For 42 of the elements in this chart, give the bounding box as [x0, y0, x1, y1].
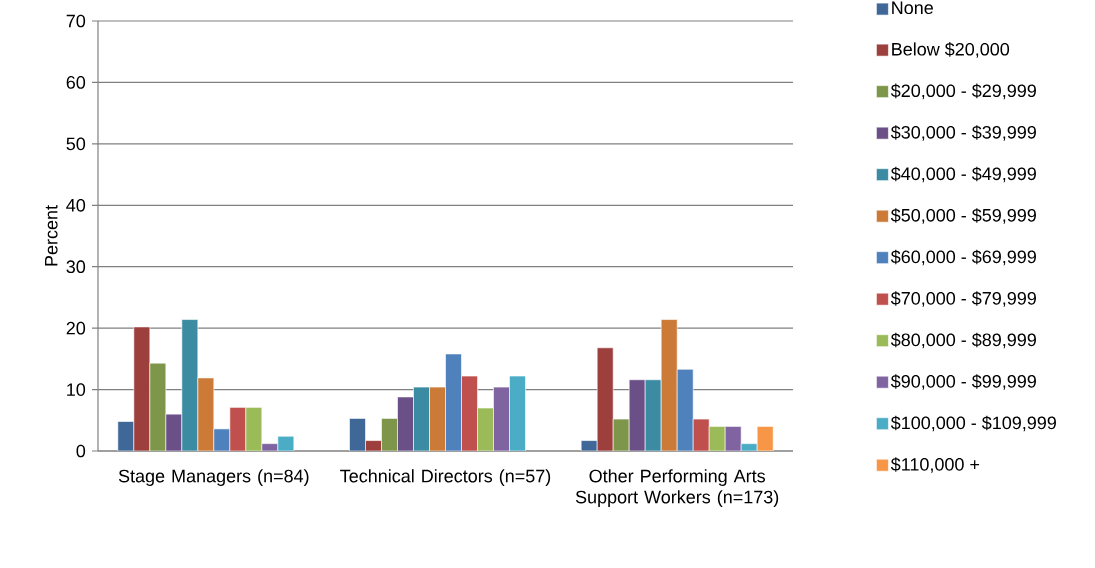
bar — [413, 386, 430, 451]
bar — [445, 353, 462, 451]
legend-label: None — [892, 1, 933, 15]
legend-label: $60,000 - $69,999 — [890, 249, 1036, 266]
legend-label: $70,000 - $79,999 — [890, 291, 1036, 307]
y-axis-title: Percent — [45, 205, 58, 266]
bar — [197, 377, 214, 451]
x-tick-label: Technical Directors (n=57) — [340, 469, 551, 486]
bar — [660, 319, 678, 451]
y-tick-label: 10 — [67, 383, 86, 396]
legend-label: $100,000 - $109,999 — [890, 415, 1056, 432]
bar — [676, 369, 694, 451]
legend-label: Below $20,000 — [892, 42, 1010, 58]
y-tick-label: 50 — [66, 137, 86, 151]
bar — [644, 379, 662, 451]
y-tick-label: 60 — [66, 76, 86, 89]
y-tick-label: 0 — [76, 444, 86, 458]
bar — [397, 396, 414, 451]
legend-label: $110,000 + — [890, 457, 980, 473]
bar — [245, 407, 262, 451]
bar — [229, 407, 246, 451]
legend-label: $80,000 - $89,999 — [890, 332, 1036, 349]
legend-label: $20,000 - $29,999 — [890, 83, 1036, 100]
bar — [596, 347, 614, 451]
y-tick-label: 40 — [66, 198, 86, 212]
legend-label: $30,000 - $39,999 — [890, 125, 1036, 141]
bar — [509, 375, 526, 451]
legend-label: $40,000 - $49,999 — [890, 166, 1036, 183]
bar — [181, 319, 198, 451]
legend-label: $50,000 - $59,999 — [890, 208, 1036, 224]
x-tick-label: Stage Managers (n=84) — [118, 469, 309, 486]
y-tick-label: 30 — [66, 260, 86, 274]
legend-label: $90,000 - $99,999 — [890, 374, 1036, 390]
bar — [628, 379, 646, 451]
bar — [429, 386, 446, 451]
y-tick-label: 20 — [66, 321, 86, 335]
y-tick-label: 70 — [66, 14, 86, 28]
bar — [133, 326, 150, 451]
x-tick-label: Other Performing Arts Support Workers (n=173) — [575, 469, 779, 507]
bar — [149, 363, 166, 451]
bar — [461, 375, 478, 451]
bar — [493, 386, 510, 451]
